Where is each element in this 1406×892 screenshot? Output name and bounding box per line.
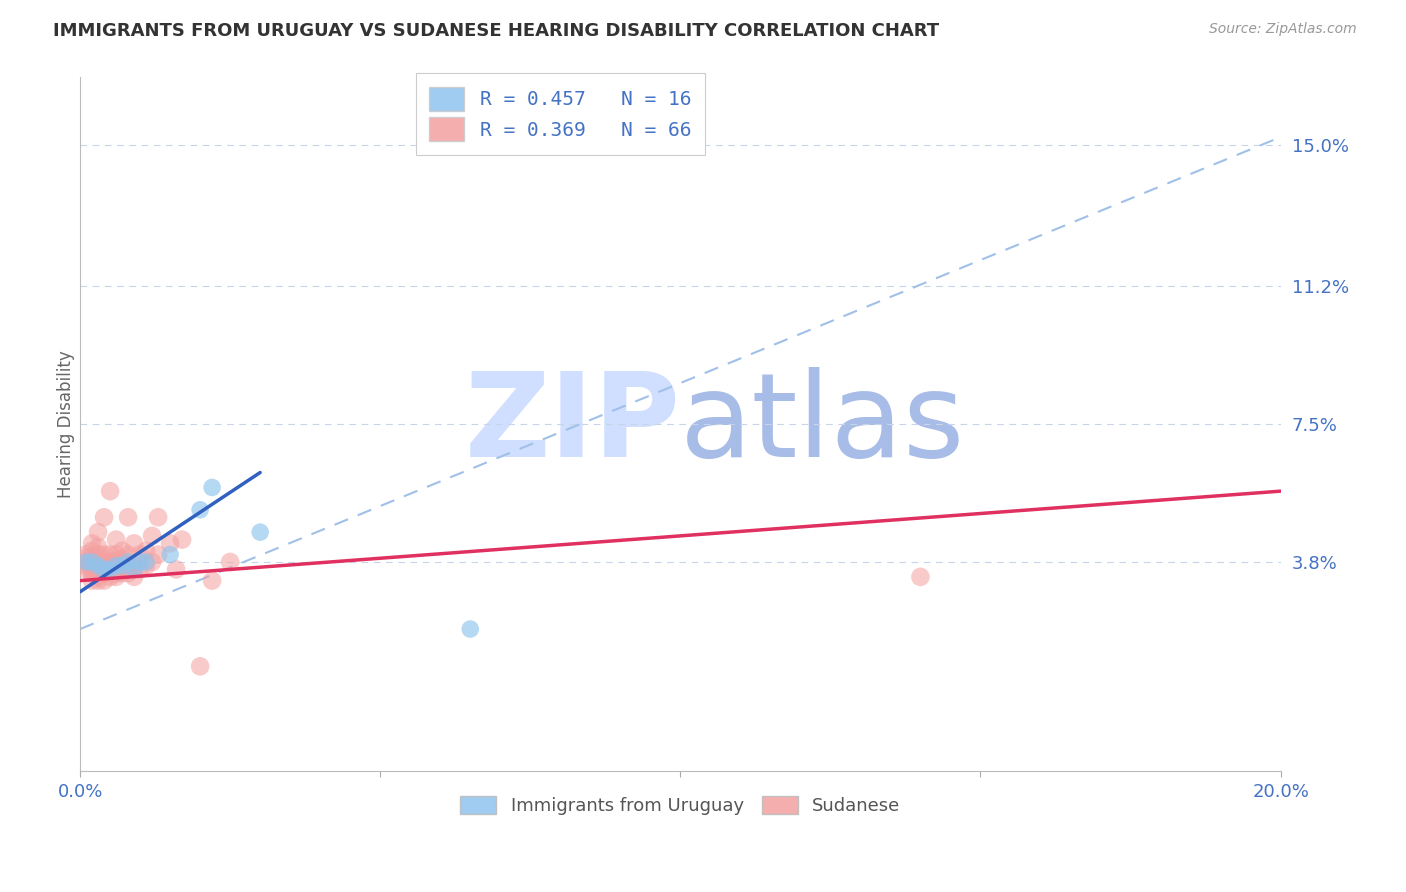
Point [146, 548, 169, 562]
Point [105, 558, 128, 573]
Point [75, 555, 97, 569]
Point [117, 510, 139, 524]
Point [117, 558, 139, 573]
Point [80, 574, 103, 588]
Point [87, 548, 110, 562]
Point [80, 551, 103, 566]
Point [122, 558, 145, 573]
Point [141, 555, 163, 569]
Point [117, 566, 139, 581]
Point [111, 551, 134, 566]
Text: atlas: atlas [681, 367, 966, 482]
Point [80, 543, 103, 558]
Point [80, 555, 103, 569]
Point [141, 529, 163, 543]
Point [201, 480, 224, 494]
Point [87, 525, 110, 540]
Point [159, 536, 181, 550]
Point [219, 555, 242, 569]
Point [75, 558, 97, 573]
Point [117, 548, 139, 562]
Point [93, 574, 115, 588]
Point [111, 566, 134, 581]
Point [98, 548, 121, 562]
Point [105, 558, 128, 573]
Point [87, 558, 110, 573]
Point [87, 570, 110, 584]
Point [129, 562, 152, 576]
Point [98, 555, 121, 569]
Point [98, 558, 121, 573]
Point [98, 562, 121, 576]
Point [93, 562, 115, 576]
Point [80, 562, 103, 576]
Point [159, 548, 181, 562]
Point [135, 543, 157, 558]
Point [122, 562, 145, 576]
Point [105, 555, 128, 569]
Point [93, 555, 115, 569]
Point [122, 536, 145, 550]
Y-axis label: Hearing Disability: Hearing Disability [58, 351, 75, 498]
Point [129, 555, 152, 569]
Point [80, 566, 103, 581]
Point [111, 555, 134, 569]
Point [87, 540, 110, 554]
Point [87, 574, 110, 588]
Point [75, 548, 97, 562]
Point [105, 533, 128, 547]
Point [93, 566, 115, 581]
Point [135, 558, 157, 573]
Point [105, 570, 128, 584]
Point [98, 562, 121, 576]
Point [249, 525, 271, 540]
Point [105, 566, 128, 581]
Text: IMMIGRANTS FROM URUGUAY VS SUDANESE HEARING DISABILITY CORRELATION CHART: IMMIGRANTS FROM URUGUAY VS SUDANESE HEAR… [53, 22, 939, 40]
Point [188, 659, 211, 673]
Point [87, 558, 110, 573]
Point [135, 555, 157, 569]
Point [165, 562, 187, 576]
Point [111, 543, 134, 558]
Point [105, 548, 128, 562]
Point [93, 562, 115, 576]
Text: Source: ZipAtlas.com: Source: ZipAtlas.com [1209, 22, 1357, 37]
Point [87, 555, 110, 569]
Point [201, 574, 224, 588]
Point [80, 555, 103, 569]
Point [75, 562, 97, 576]
Point [98, 484, 121, 499]
Point [93, 510, 115, 524]
Point [111, 558, 134, 573]
Point [910, 570, 932, 584]
Legend: Immigrants from Uruguay, Sudanese: Immigrants from Uruguay, Sudanese [451, 787, 910, 824]
Point [117, 555, 139, 569]
Point [75, 555, 97, 569]
Point [172, 533, 194, 547]
Point [111, 558, 134, 573]
Point [98, 570, 121, 584]
Point [80, 536, 103, 550]
Text: ZIP: ZIP [464, 367, 681, 482]
Point [129, 548, 152, 562]
Point [146, 510, 169, 524]
Point [75, 551, 97, 566]
Point [87, 562, 110, 576]
Point [80, 558, 103, 573]
Point [458, 622, 481, 636]
Point [93, 548, 115, 562]
Point [122, 570, 145, 584]
Point [188, 503, 211, 517]
